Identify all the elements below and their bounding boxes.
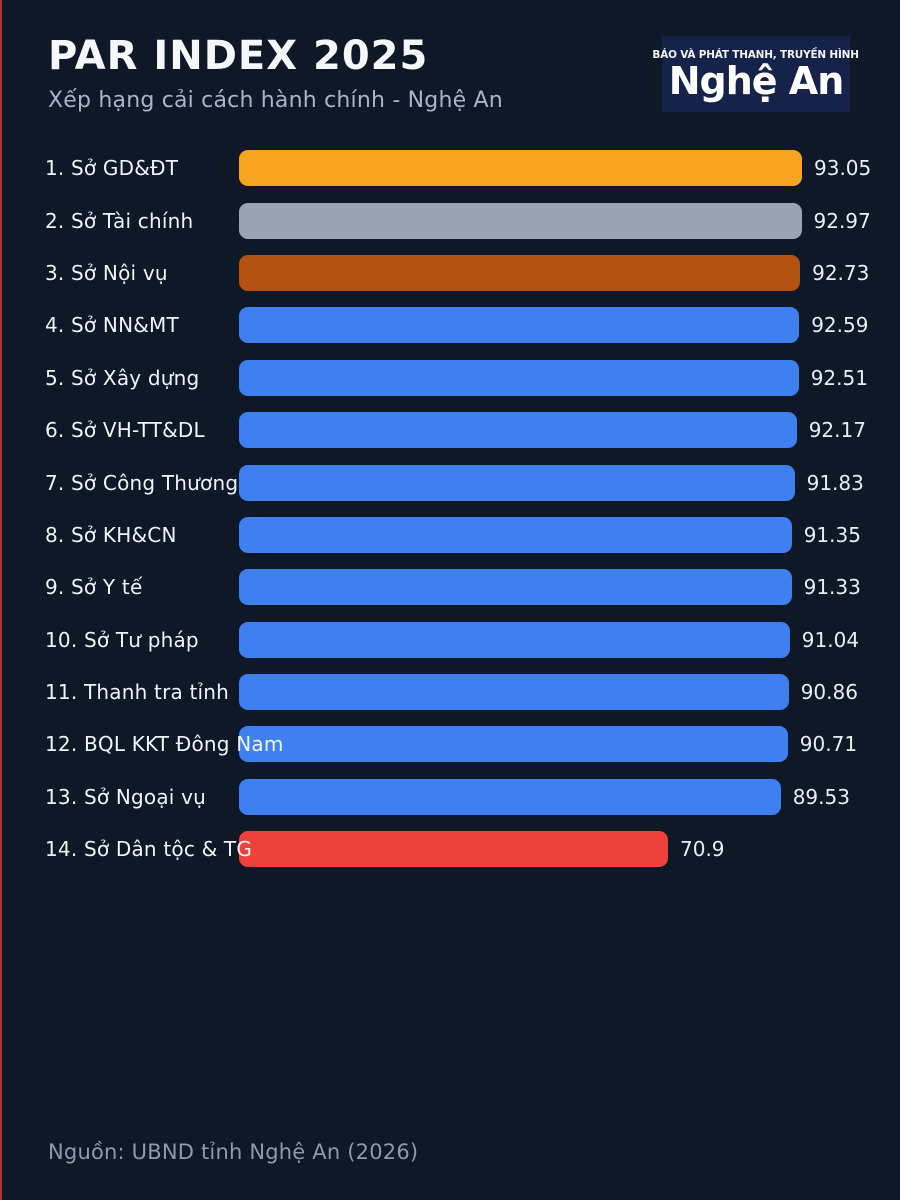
bar-category-label: 9. Sở Y tế [45, 575, 143, 600]
bar-category-label: 3. Sở Nội vụ [45, 260, 168, 285]
bar-chart: 1. Sở GD&ĐT 93.05 2. Sở Tài chính 92.97 … [0, 142, 900, 875]
bar-value-label: 92.97 [813, 208, 871, 233]
bar-area: 90.71 [239, 718, 900, 770]
bar-category-label: 2. Sở Tài chính [45, 208, 194, 233]
bar [239, 674, 789, 711]
bar-category-label: 11. Thanh tra tỉnh [45, 680, 230, 705]
bar-category-label: 1. Sở GD&ĐT [45, 156, 179, 181]
bar-area: 93.05 [239, 142, 900, 194]
bar-value-label: 92.59 [811, 313, 869, 338]
bar-category-label: 8. Sở KH&CN [45, 522, 177, 547]
bar-category-label: 10. Sở Tư pháp [45, 627, 199, 652]
bar-row: 10. Sở Tư pháp 91.04 [0, 614, 900, 666]
bar-category-label: 12. BQL KKT Đông Nam [45, 732, 284, 757]
bar-area: 92.17 [239, 404, 900, 456]
bar-area: 92.59 [239, 299, 900, 351]
bar [239, 464, 795, 501]
bar [239, 831, 668, 868]
bar-value-label: 91.35 [803, 522, 861, 547]
nghe-an-broadcast-logo: BÁO VÀ PHÁT THANH, TRUYỀN HÌNH Nghệ An [653, 36, 859, 112]
bar [239, 202, 802, 239]
bar-value-label: 90.86 [800, 680, 858, 705]
bar [239, 726, 788, 763]
bar-category-label: 5. Sở Xây dựng [45, 365, 200, 390]
page-subtitle: Xếp hạng cải cách hành chính - Nghệ An [48, 88, 503, 113]
bar-row: 6. Sở VH-TT&DL 92.17 [0, 404, 900, 456]
bar-area: 89.53 [239, 771, 900, 823]
bar-area: 91.33 [239, 561, 900, 613]
bar-row: 5. Sở Xây dựng 92.51 [0, 352, 900, 404]
bar [239, 412, 797, 449]
logo-name: Nghệ An [668, 59, 845, 103]
source-note: Nguồn: UBND tỉnh Nghệ An (2026) [48, 1140, 419, 1164]
bar [239, 307, 800, 344]
bar-row: 4. Sở NN&MT 92.59 [0, 299, 900, 351]
bar [239, 150, 802, 187]
bar-value-label: 92.17 [808, 418, 866, 443]
bar-area: 91.83 [239, 456, 900, 508]
bar-row: 13. Sở Ngoại vụ 89.53 [0, 771, 900, 823]
bar-value-label: 93.05 [814, 156, 872, 181]
bar-category-label: 13. Sở Ngoại vụ [45, 784, 207, 809]
bar-row: 1. Sở GD&ĐT 93.05 [0, 142, 900, 194]
bar [239, 359, 799, 396]
left-edge-stripe [0, 0, 2, 1200]
bar-area: 92.51 [239, 352, 900, 404]
bar [239, 569, 792, 606]
bar-value-label: 90.71 [799, 732, 858, 757]
bar-row: 9. Sở Y tế 91.33 [0, 561, 900, 613]
bar-category-label: 4. Sở NN&MT [45, 313, 179, 338]
bar [239, 778, 781, 815]
bar-category-label: 7. Sở Công Thương [45, 470, 239, 495]
bar-value-label: 91.83 [806, 470, 864, 495]
bar-row: 8. Sở KH&CN 91.35 [0, 509, 900, 561]
bar-row: 2. Sở Tài chính 92.97 [0, 194, 900, 246]
bar-row: 3. Sở Nội vụ 92.73 [0, 247, 900, 299]
bar-value-label: 92.73 [812, 260, 870, 285]
bar-value-label: 91.04 [801, 627, 860, 652]
logo-tagline: BÁO VÀ PHÁT THANH, TRUYỀN HÌNH [652, 48, 860, 61]
bar [239, 516, 792, 553]
bar-value-label: 91.33 [803, 575, 861, 600]
bar-area: 91.04 [239, 614, 900, 666]
header: PAR INDEX 2025 Xếp hạng cải cách hành ch… [48, 34, 503, 113]
bar-row: 14. Sở Dân tộc & TG 70.9 [0, 823, 900, 875]
bar-row: 12. BQL KKT Đông Nam 90.71 [0, 718, 900, 770]
bar-row: 7. Sở Công Thương 91.83 [0, 456, 900, 508]
bar-value-label: 89.53 [792, 784, 850, 809]
page-title: PAR INDEX 2025 [48, 33, 429, 79]
bar-area: 92.73 [239, 247, 900, 299]
bar-value-label: 70.9 [680, 837, 725, 862]
bar-row: 11. Thanh tra tỉnh 90.86 [0, 666, 900, 718]
bar-category-label: 6. Sở VH-TT&DL [45, 418, 205, 443]
bar-area: 70.9 [239, 823, 900, 875]
bar-category-label: 14. Sở Dân tộc & TG [45, 837, 253, 862]
bar-area: 90.86 [239, 666, 900, 718]
bar-value-label: 92.51 [810, 365, 868, 390]
bar [239, 621, 790, 658]
bar [239, 254, 801, 291]
bar-area: 91.35 [239, 509, 900, 561]
bar-area: 92.97 [239, 194, 900, 246]
